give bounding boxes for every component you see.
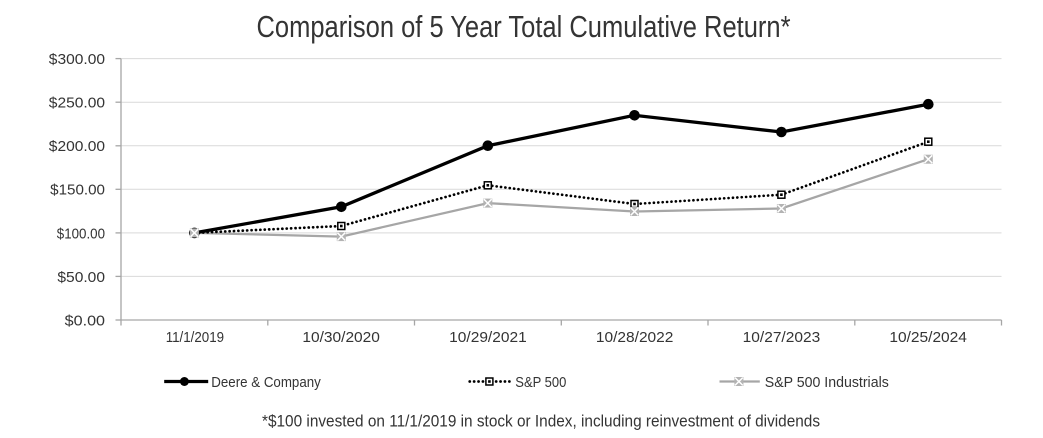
svg-text:10/25/2024: 10/25/2024 <box>889 329 967 346</box>
svg-text:10/30/2020: 10/30/2020 <box>302 329 380 346</box>
svg-text:$0.00: $0.00 <box>65 312 105 329</box>
svg-text:S&P 500: S&P 500 <box>515 374 566 391</box>
svg-text:$50.00: $50.00 <box>57 269 105 286</box>
svg-text:Comparison of 5 Year Total Cum: Comparison of 5 Year Total Cumulative Re… <box>257 9 791 44</box>
svg-text:*$100 invested on 11/1/2019 in: *$100 invested on 11/1/2019 in stock or … <box>262 413 820 431</box>
svg-text:S&P 500 Industrials: S&P 500 Industrials <box>765 374 889 391</box>
svg-text:10/27/2023: 10/27/2023 <box>743 329 821 346</box>
svg-text:Deere & Company: Deere & Company <box>211 374 321 391</box>
svg-text:$300.00: $300.00 <box>49 51 105 68</box>
svg-text:11/1/2019: 11/1/2019 <box>166 329 224 346</box>
svg-text:$250.00: $250.00 <box>49 95 105 112</box>
svg-text:10/28/2022: 10/28/2022 <box>596 329 674 346</box>
svg-text:10/29/2021: 10/29/2021 <box>449 329 527 346</box>
svg-text:$100.00: $100.00 <box>57 225 105 242</box>
svg-text:$200.00: $200.00 <box>49 138 105 155</box>
svg-text:$150.00: $150.00 <box>50 182 105 199</box>
